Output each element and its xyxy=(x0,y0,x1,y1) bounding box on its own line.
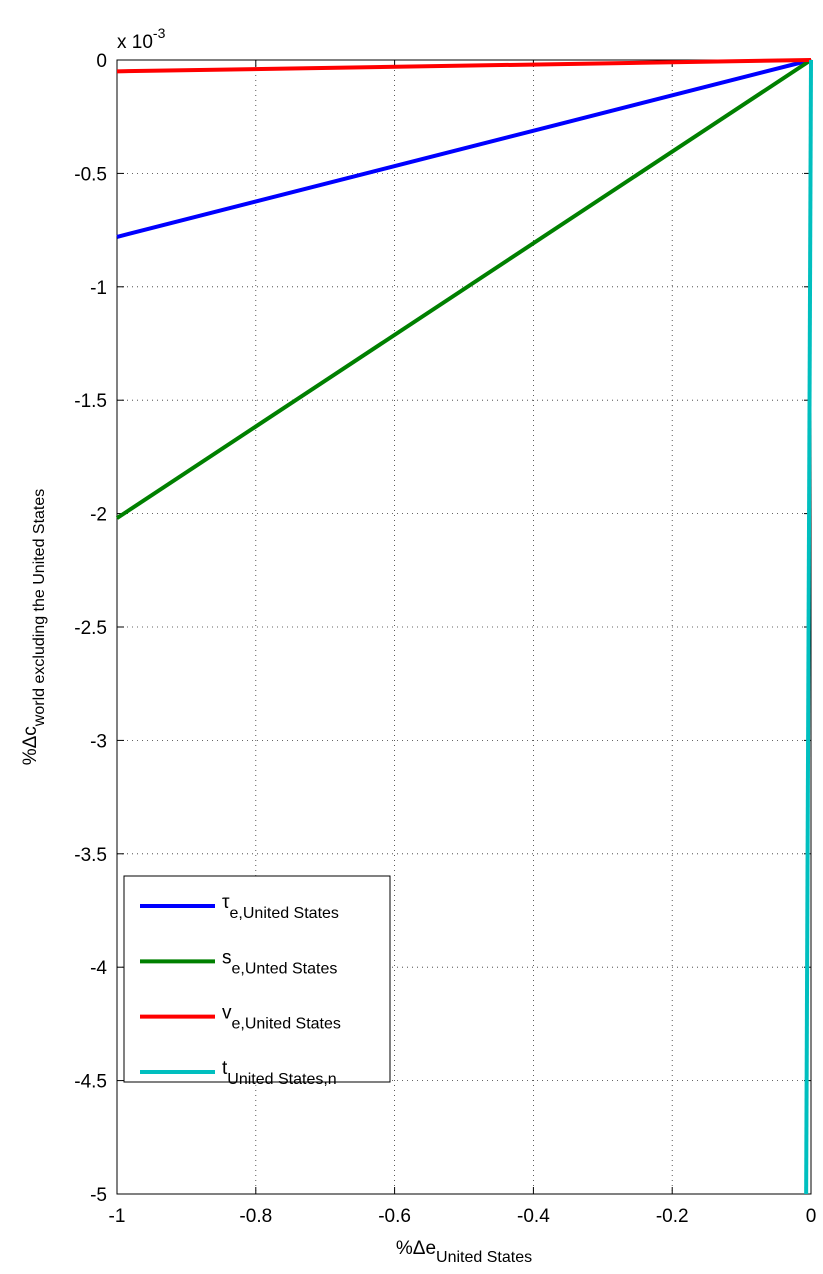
legend-label: ve,United States xyxy=(222,1003,341,1033)
legend-label-main: v xyxy=(222,1003,232,1024)
x-tick-label: -0.2 xyxy=(656,1206,689,1227)
y-tick-label: -3.5 xyxy=(74,845,107,866)
y-tick-label: -4.5 xyxy=(74,1072,107,1093)
legend-label-sub: e,United States xyxy=(232,1016,341,1033)
y-label-main: %Δc xyxy=(20,726,41,765)
legend-box xyxy=(123,875,391,1083)
series-line xyxy=(116,58,812,239)
legend-label-main: t xyxy=(222,1058,228,1079)
axis-multiplier: x 10-3 xyxy=(117,25,166,53)
y-tick-label: -5 xyxy=(90,1185,107,1206)
y-tick-label: -4 xyxy=(90,958,107,979)
y-tick-label: -1 xyxy=(90,278,107,299)
series-line xyxy=(116,58,812,74)
series-line xyxy=(115,58,813,520)
legend-label: tUnited States,n xyxy=(222,1058,337,1088)
x-axis-label: %ΔeUnited States xyxy=(396,1238,532,1266)
legend-label: se,Unted States xyxy=(222,947,337,977)
multiplier-exponent: -3 xyxy=(153,25,166,41)
series-line xyxy=(804,59,813,1195)
plot-frame xyxy=(116,59,812,1195)
x-label-main: %Δe xyxy=(396,1238,436,1259)
y-tick-label: -0.5 xyxy=(74,164,107,185)
y-label-sub: world excluding the United States xyxy=(31,489,48,727)
legend-label-main: s xyxy=(222,947,232,968)
x-tick-label: -1 xyxy=(109,1206,126,1227)
x-tick-label: -0.8 xyxy=(239,1206,272,1227)
y-axis-label: %Δcworld excluding the United States xyxy=(20,489,48,766)
x-label-sub: United States xyxy=(436,1249,532,1266)
y-tick-label: -1.5 xyxy=(74,391,107,412)
x-tick-label: -0.6 xyxy=(378,1206,411,1227)
legend-label-sub: United States,n xyxy=(227,1071,336,1088)
multiplier-base: x 10 xyxy=(117,32,153,53)
y-tick-label: 0 xyxy=(96,51,107,72)
legend-label-sub: e,United States xyxy=(230,905,339,922)
legend-label-main: τ xyxy=(222,892,230,913)
legend-label: τe,United States xyxy=(222,892,339,922)
y-tick-label: -2.5 xyxy=(74,618,107,639)
y-tick-label: -2 xyxy=(90,505,107,526)
legend-label-sub: e,Unted States xyxy=(232,960,338,977)
y-tick-label: -3 xyxy=(90,731,107,752)
x-tick-label: -0.4 xyxy=(517,1206,550,1227)
x-tick-label: 0 xyxy=(806,1206,817,1227)
